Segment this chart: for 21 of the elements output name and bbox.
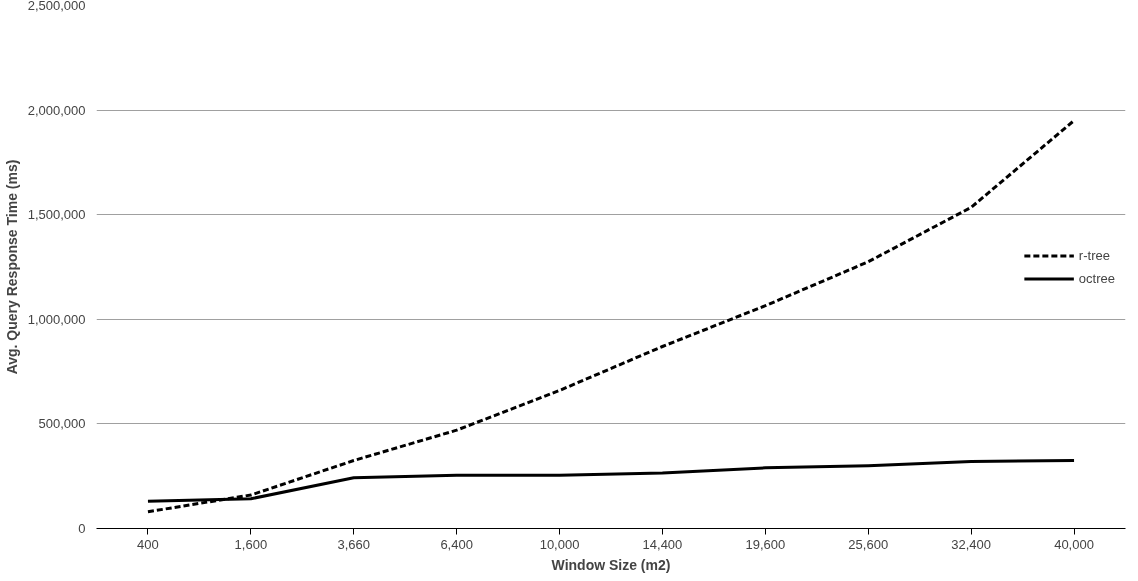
- x-tick-label: 25,600: [848, 536, 889, 552]
- x-tick-label: 19,600: [745, 536, 786, 552]
- x-axis-title: Window Size (m2): [551, 556, 671, 573]
- x-tick-label: 400: [137, 536, 159, 552]
- x-tick-label: 1,600: [234, 536, 268, 552]
- y-tick-label: 2,500,000: [27, 0, 86, 13]
- legend-label: r-tree: [1078, 247, 1110, 263]
- line-series: [146, 119, 1076, 514]
- y-tick-label: 1,500,000: [27, 207, 86, 223]
- legend-label: octree: [1078, 270, 1115, 286]
- x-tick-label: 10,000: [539, 536, 580, 552]
- y-axis-title: Avg. Query Response Time (ms): [3, 159, 20, 375]
- y-tick-label: 500,000: [38, 416, 86, 432]
- y-tick-label: 1,000,000: [27, 311, 86, 327]
- x-tick-label: 6,400: [440, 536, 473, 552]
- x-tick-label: 14,400: [642, 536, 683, 552]
- y-tick-label: 0: [78, 521, 86, 536]
- x-tick-label: 32,400: [951, 536, 992, 552]
- x-tick-label: 3,660: [337, 536, 371, 552]
- x-tick-label: 40,000: [1054, 536, 1094, 552]
- y-tick-label: 2,000,000: [27, 102, 86, 118]
